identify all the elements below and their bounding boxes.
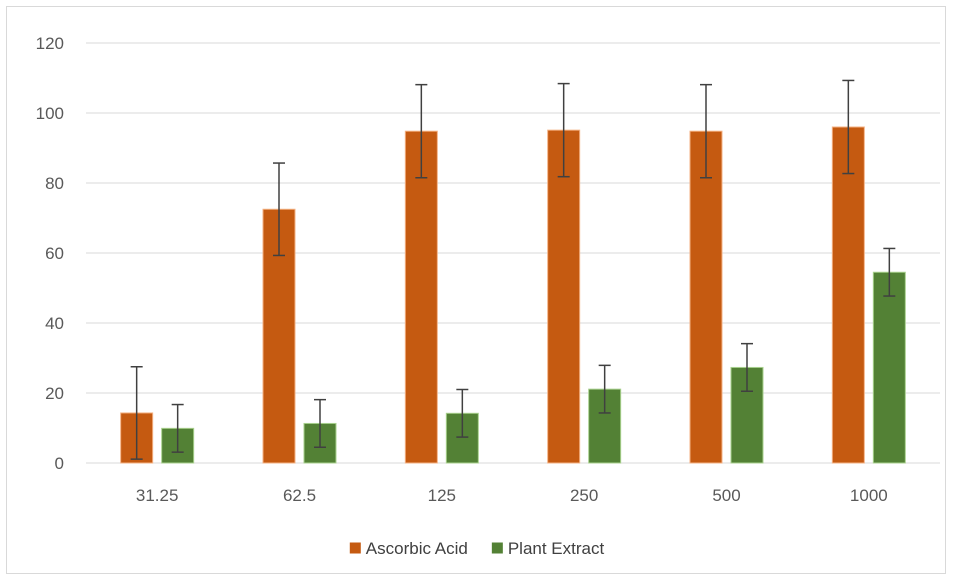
y-tick-label: 20 bbox=[45, 384, 64, 403]
chart-frame bbox=[6, 6, 946, 574]
y-tick-label: 0 bbox=[55, 454, 64, 473]
y-tick-label: 80 bbox=[45, 174, 64, 193]
error-bar bbox=[171, 403, 184, 453]
bar-plant-extract bbox=[730, 366, 764, 464]
legend-swatch bbox=[491, 542, 503, 554]
x-tick-label: 125 bbox=[428, 486, 456, 505]
error-bar bbox=[415, 83, 428, 179]
bar-ascorbic-acid bbox=[404, 130, 438, 464]
error-bar bbox=[130, 366, 143, 460]
bar-plant-extract bbox=[588, 388, 622, 464]
y-tick-label: 60 bbox=[45, 244, 64, 263]
error-bar bbox=[598, 364, 611, 414]
x-tick-label: 62.5 bbox=[283, 486, 316, 505]
y-tick-label: 40 bbox=[45, 314, 64, 333]
error-bar bbox=[557, 82, 570, 178]
x-tick-label: 1000 bbox=[850, 486, 888, 505]
y-axis-ticks: 0 20 40 60 80 100 120 bbox=[36, 34, 64, 473]
bar-ascorbic-acid bbox=[831, 126, 865, 464]
error-bar bbox=[314, 398, 326, 448]
error-bar bbox=[741, 342, 753, 392]
error-bars bbox=[130, 79, 896, 460]
legend-label: Ascorbic Acid bbox=[366, 539, 468, 558]
x-tick-label: 250 bbox=[570, 486, 598, 505]
x-tick-label: 500 bbox=[712, 486, 740, 505]
y-tick-label: 120 bbox=[36, 34, 64, 53]
legend-swatch bbox=[349, 542, 361, 554]
bar-ascorbic-acid bbox=[547, 129, 581, 464]
legend-label: Plant Extract bbox=[508, 539, 605, 558]
error-bar bbox=[883, 247, 896, 297]
error-bar bbox=[456, 388, 469, 438]
x-axis-ticks: 31.25 62.5 125 250 500 1000 bbox=[136, 486, 888, 505]
bar-ascorbic-acid bbox=[689, 130, 723, 464]
error-bar bbox=[700, 83, 712, 179]
bars bbox=[120, 126, 906, 464]
gridlines bbox=[86, 42, 940, 464]
x-tick-label: 31.25 bbox=[136, 486, 179, 505]
error-bar bbox=[273, 162, 285, 257]
bar-plant-extract bbox=[872, 271, 906, 464]
error-bar bbox=[842, 79, 855, 175]
legend: Ascorbic Acid Plant Extract bbox=[349, 539, 605, 558]
y-tick-label: 100 bbox=[36, 104, 64, 123]
